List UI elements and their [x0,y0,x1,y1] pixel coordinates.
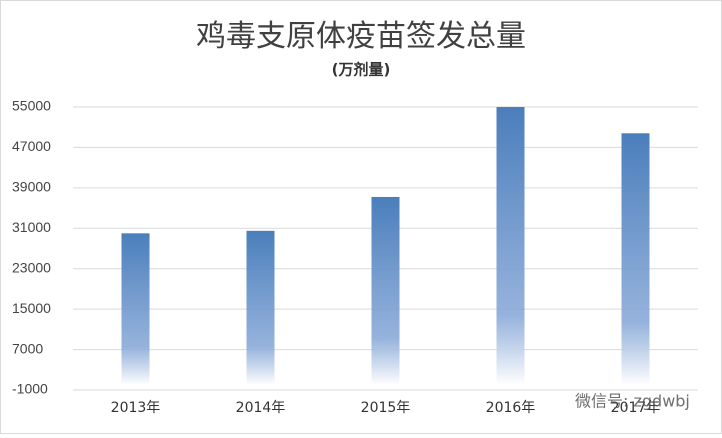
watermark: 微信号: zgdwbj [575,392,690,411]
bar [246,230,275,385]
y-tick-label: 31000 [12,219,51,235]
y-tick-label: 39000 [12,179,51,195]
x-tick-label: 2017年 [611,400,661,416]
plot-area: -1000 7000 15000 23000 31000 39000 47000 55000 2… [12,98,698,416]
bar [621,133,650,385]
y-tick-label: -1000 [12,381,48,397]
y-tick-label: 47000 [12,138,51,154]
x-tick-label: 2013年 [111,400,161,416]
bar [121,233,150,385]
bar [371,196,400,385]
x-tick-label: 2014年 [236,400,286,416]
chart-subtitle: (万剂量) [332,61,391,79]
bar [496,107,525,385]
y-tick-label: 7000 [12,340,43,356]
y-tick-label: 15000 [12,300,51,316]
chart-title: 鸡毒支原体疫苗签发总量 [196,19,526,54]
x-tick-label: 2015年 [361,400,411,416]
y-tick-label: 23000 [12,259,51,275]
y-tick-label: 55000 [12,98,51,114]
x-tick-label: 2016年 [486,400,536,416]
